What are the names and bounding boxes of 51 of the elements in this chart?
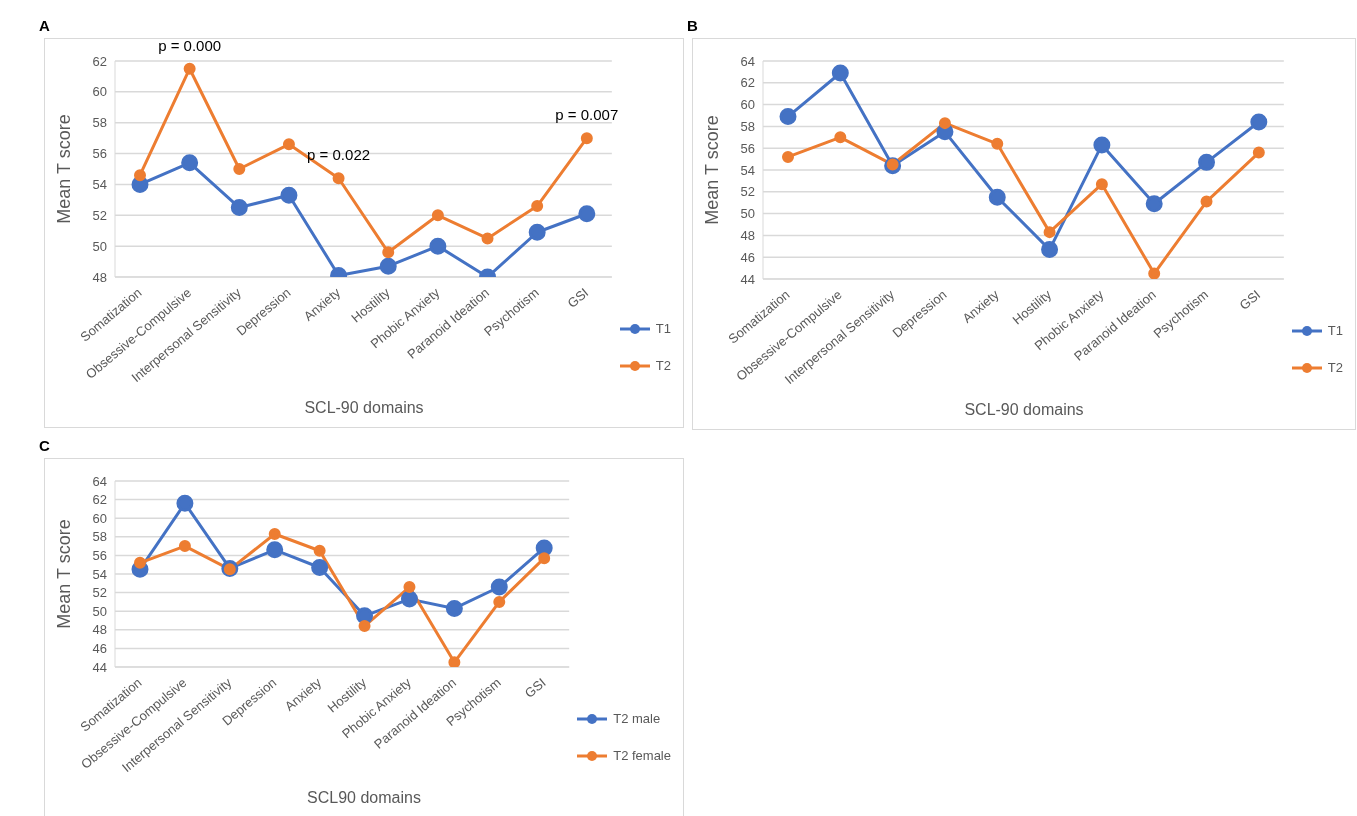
annotation: p = 0.022 bbox=[307, 146, 371, 164]
y-tick-label: 48 bbox=[92, 269, 107, 285]
x-axis-title: SCL90 domains bbox=[306, 789, 422, 807]
y-tick-label: 62 bbox=[740, 75, 755, 91]
legend-label: T1 bbox=[1327, 323, 1343, 338]
legend-label: T2 bbox=[1327, 360, 1343, 375]
y-tick-label: 58 bbox=[92, 115, 107, 131]
legend-label: T2 female bbox=[613, 748, 671, 763]
y-tick-label: 52 bbox=[740, 184, 755, 200]
y-tick-label: 60 bbox=[740, 97, 755, 113]
y-axis-title: Mean T score bbox=[54, 519, 75, 629]
legend-label: T2 bbox=[655, 358, 671, 373]
legend-label: T2 male bbox=[613, 711, 661, 726]
legend-label: T1 bbox=[655, 321, 671, 336]
y-tick-label: 44 bbox=[92, 659, 107, 675]
y-tick-label: 64 bbox=[740, 53, 755, 69]
y-tick-label: 48 bbox=[740, 228, 755, 244]
y-tick-label: 50 bbox=[92, 603, 107, 619]
x-tick-label: GSI bbox=[1236, 286, 1264, 313]
x-tick-label: GSI bbox=[521, 674, 549, 701]
y-tick-label: 56 bbox=[92, 146, 107, 162]
y-tick-label: 62 bbox=[92, 492, 107, 508]
y-tick-label: 48 bbox=[92, 622, 107, 638]
y-tick-label: 54 bbox=[92, 177, 107, 193]
y-axis-title: Mean T score bbox=[54, 114, 75, 224]
y-tick-label: 58 bbox=[740, 119, 755, 135]
y-tick-label: 58 bbox=[92, 529, 107, 545]
y-tick-label: 46 bbox=[92, 641, 107, 657]
annotation: p = 0.000 bbox=[158, 36, 222, 54]
y-tick-label: 60 bbox=[92, 510, 107, 526]
y-tick-label: 60 bbox=[92, 84, 107, 100]
y-tick-label: 44 bbox=[740, 271, 755, 287]
y-tick-label: 50 bbox=[740, 206, 755, 222]
y-tick-label: 46 bbox=[740, 249, 755, 265]
chart-title: B bbox=[687, 17, 698, 34]
y-tick-label: 62 bbox=[92, 53, 107, 69]
y-tick-label: 64 bbox=[92, 473, 107, 489]
y-tick-label: 54 bbox=[92, 566, 107, 582]
y-tick-label: 56 bbox=[92, 548, 107, 564]
y-axis-title: Mean T score bbox=[702, 115, 723, 225]
x-tick-label: GSI bbox=[564, 284, 592, 311]
annotation: p = 0.007 bbox=[555, 106, 619, 124]
x-axis-title: SCL-90 domains bbox=[963, 401, 1085, 419]
y-tick-label: 54 bbox=[740, 162, 755, 178]
chart-title: C bbox=[39, 437, 50, 454]
x-axis-title: SCL-90 domains bbox=[303, 399, 425, 417]
y-tick-label: 50 bbox=[92, 238, 107, 254]
y-tick-label: 52 bbox=[92, 585, 107, 601]
y-tick-label: 52 bbox=[92, 207, 107, 223]
y-tick-label: 56 bbox=[740, 140, 755, 156]
chart-title: A bbox=[39, 17, 50, 34]
